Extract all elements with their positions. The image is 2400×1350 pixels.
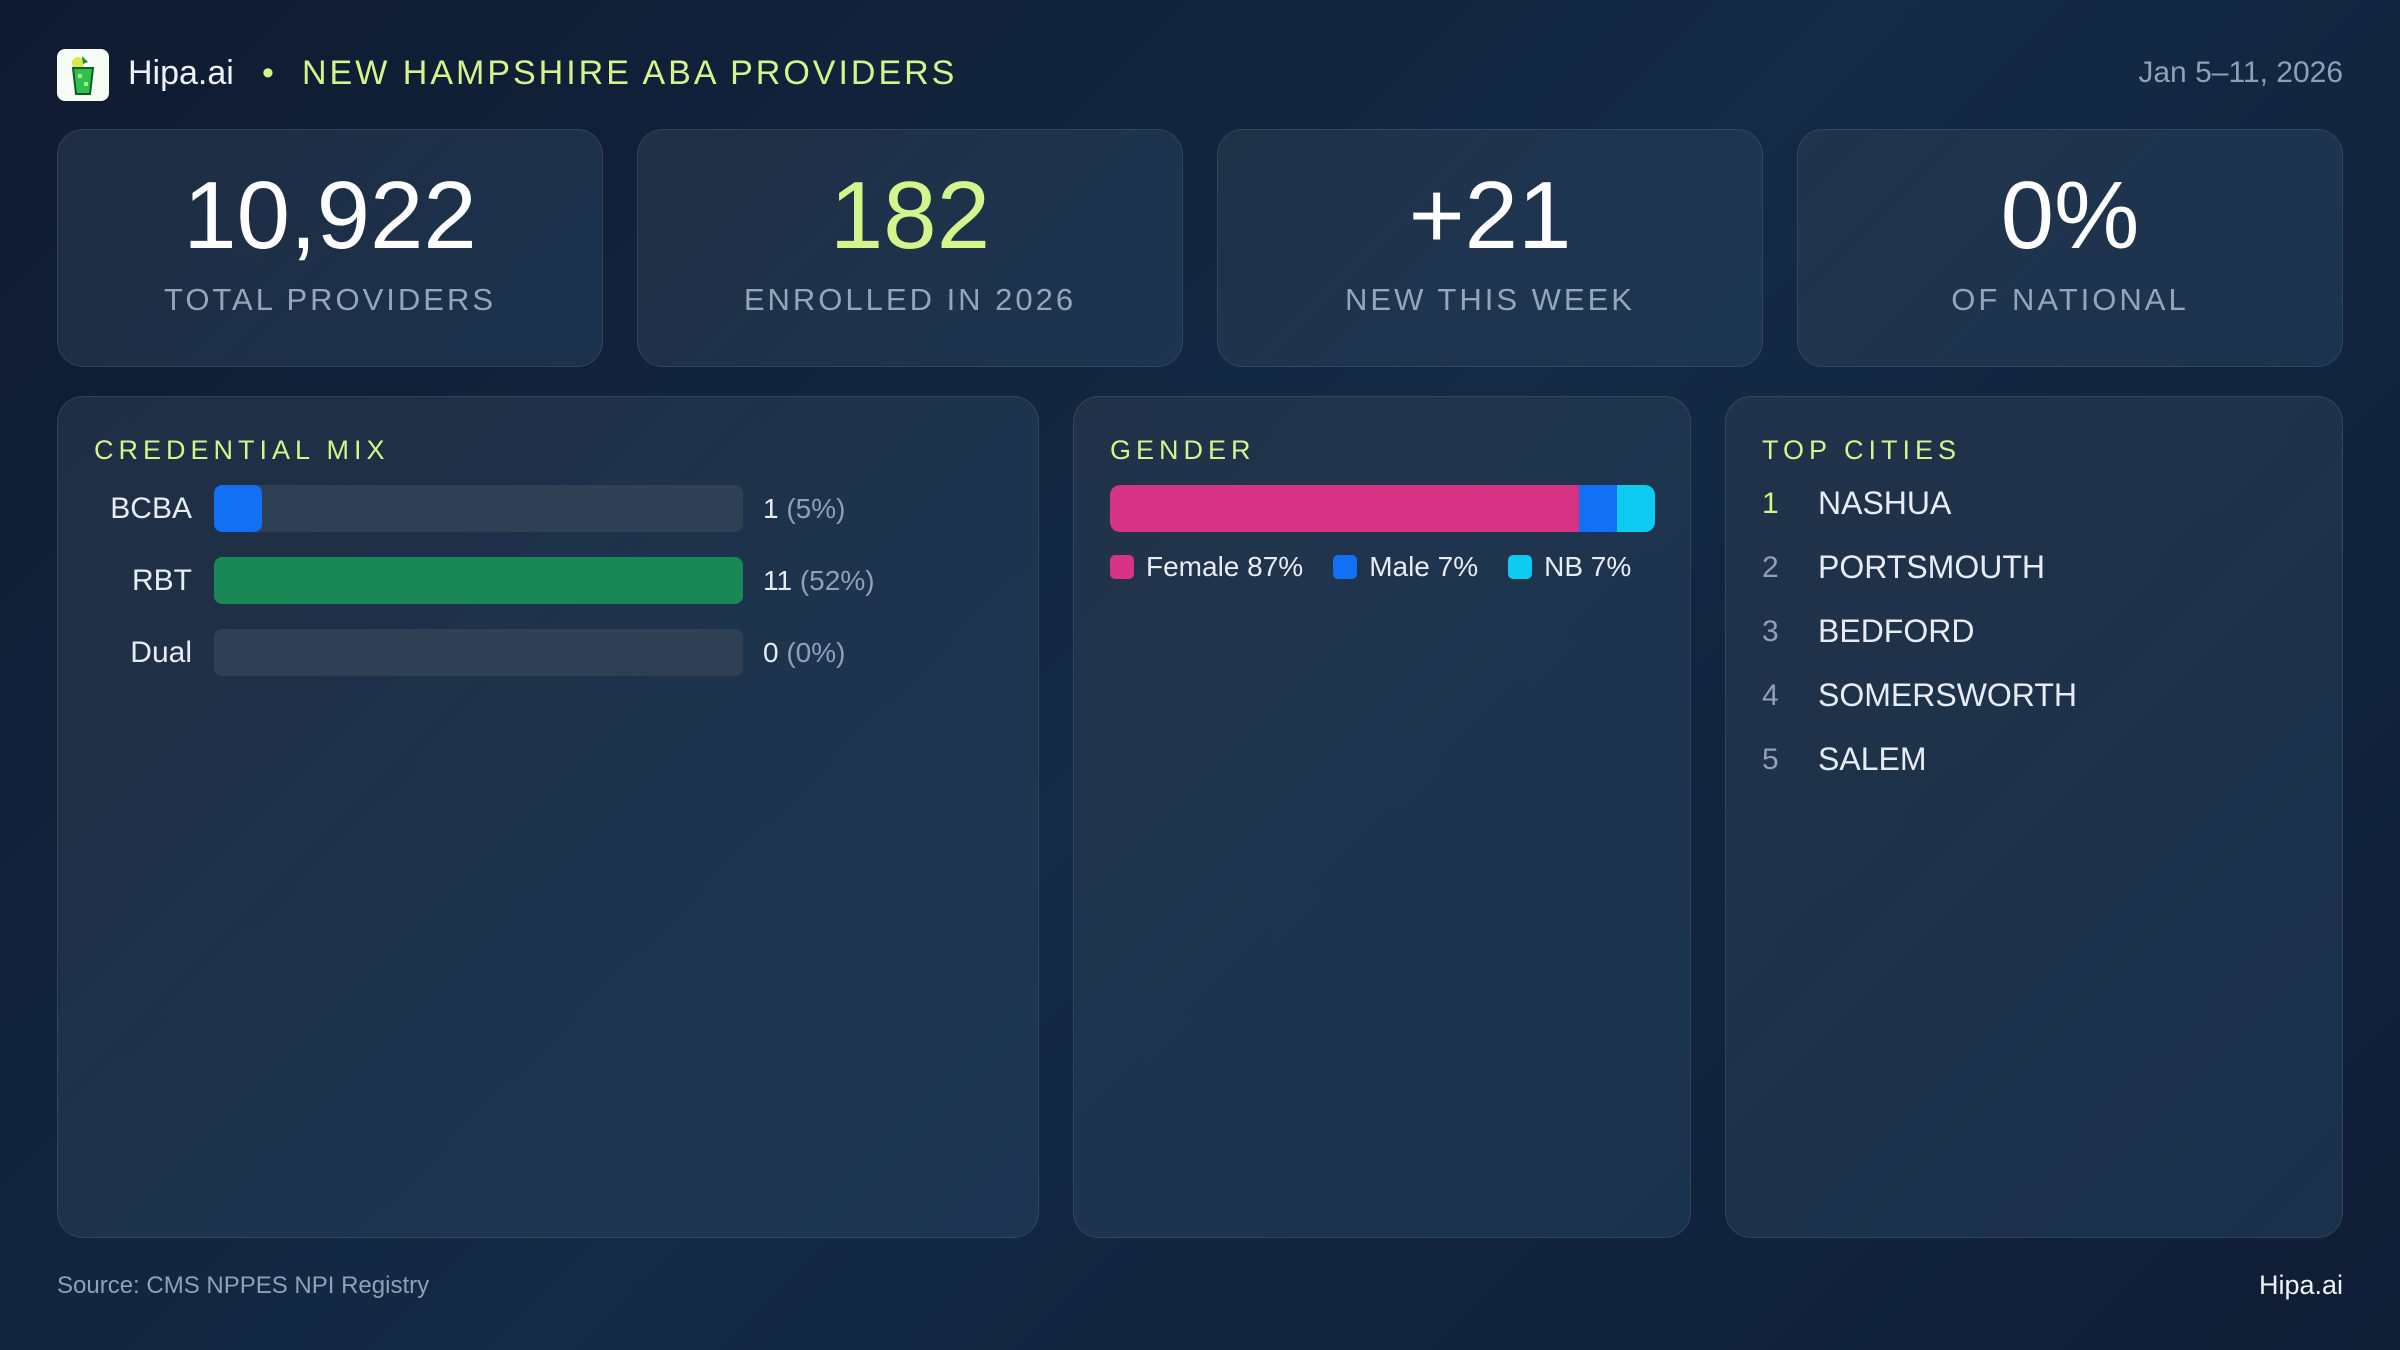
stat-label: OF NATIONAL [1951, 282, 2189, 317]
credential-bar-track [214, 485, 743, 532]
stat-card-total-providers: 10,922 TOTAL PROVIDERS [57, 129, 603, 367]
city-list-item: 5 SALEM [1762, 741, 1926, 778]
top-cities-panel: TOP CITIES 1 NASHUA 2 PORTSMOUTH 3 BEDFORD 4 SO… [1725, 396, 2343, 1238]
gender-bar [1110, 485, 1655, 532]
credential-value: 1 (5%) [763, 492, 846, 524]
cocktail-glass-icon [71, 56, 95, 95]
credential-row-rbt: RBT 11 (52%) [58, 557, 1038, 604]
credential-row-dual: Dual 0 (0%) [58, 629, 1038, 676]
stat-value: 0% [2000, 162, 2140, 269]
credential-bar-fill [214, 485, 263, 532]
city-list-item: 3 BEDFORD [1762, 613, 1974, 650]
gender-legend: Female 87% Male 7% NB 7% [1110, 551, 1631, 583]
city-rank: 4 [1762, 678, 1779, 712]
legend-label: Male 7% [1369, 551, 1479, 582]
credential-value: 0 (0%) [763, 636, 846, 668]
stat-card-enrolled: 182 ENROLLED IN 2026 [637, 129, 1183, 367]
gender-segment [1110, 485, 1580, 532]
logo [57, 49, 109, 101]
city-list-item: 4 SOMERSWORTH [1762, 677, 2077, 714]
legend-label: Female 87% [1146, 551, 1304, 582]
stat-value: 182 [829, 162, 991, 269]
brand-name: Hipa.ai [128, 54, 234, 92]
city-name: SALEM [1818, 741, 1927, 777]
credential-bar-track [214, 629, 743, 676]
date-range: Jan 5–11, 2026 [2138, 56, 2343, 89]
city-list-item: 2 PORTSMOUTH [1762, 549, 2045, 586]
panel-title: TOP CITIES [1762, 435, 1962, 465]
stat-label: NEW THIS WEEK [1345, 282, 1635, 317]
city-name: BEDFORD [1818, 613, 1975, 649]
panel-title: CREDENTIAL MIX [94, 435, 390, 465]
city-rank: 3 [1762, 614, 1779, 648]
city-name: SOMERSWORTH [1818, 677, 2077, 713]
credential-bar-fill [214, 557, 743, 604]
credential-row-bcba: BCBA 1 (5%) [58, 485, 1038, 532]
stat-value: +21 [1408, 162, 1572, 269]
legend-label: NB 7% [1544, 551, 1632, 582]
city-name: PORTSMOUTH [1818, 549, 2045, 585]
city-rank: 2 [1762, 550, 1779, 584]
gender-segment [1579, 485, 1618, 532]
legend-swatch [1508, 555, 1533, 579]
credential-label: RBT [132, 563, 192, 597]
stat-card-new-this-week: +21 NEW THIS WEEK [1217, 129, 1763, 367]
credential-label: BCBA [110, 491, 192, 525]
legend-swatch [1110, 555, 1134, 579]
stat-label: TOTAL PROVIDERS [163, 282, 497, 317]
legend-item: Male 7% [1333, 551, 1478, 583]
gender-segment [1617, 485, 1655, 532]
legend-item: NB 7% [1508, 551, 1631, 583]
stat-value: 10,922 [183, 162, 477, 269]
credential-value: 11 (52%) [763, 564, 875, 596]
credential-label: Dual [130, 635, 192, 669]
panel-title: GENDER [1110, 435, 1256, 465]
page-title: NEW HAMPSHIRE ABA PROVIDERS [302, 54, 958, 92]
stat-label: ENROLLED IN 2026 [743, 282, 1077, 317]
separator: • [262, 54, 274, 92]
city-rank: 5 [1762, 742, 1779, 776]
city-name: NASHUA [1818, 485, 1952, 521]
legend-item: Female 87% [1110, 551, 1303, 583]
credential-mix-panel: CREDENTIAL MIX BCBA 1 (5%) RBT 11 (52%) Du… [57, 396, 1039, 1238]
stat-card-of-national: 0% OF NATIONAL [1797, 129, 2343, 367]
gender-panel: GENDER Female 87% Male 7% NB 7% [1073, 396, 1691, 1238]
footer-brand: Hipa.ai [2258, 1270, 2343, 1300]
credential-bar-track [214, 557, 743, 604]
legend-swatch [1333, 555, 1358, 579]
city-rank: 1 [1762, 486, 1779, 520]
city-list-item: 1 NASHUA [1762, 485, 1951, 522]
source-note: Source: CMS NPPES NPI Registry [57, 1272, 430, 1299]
